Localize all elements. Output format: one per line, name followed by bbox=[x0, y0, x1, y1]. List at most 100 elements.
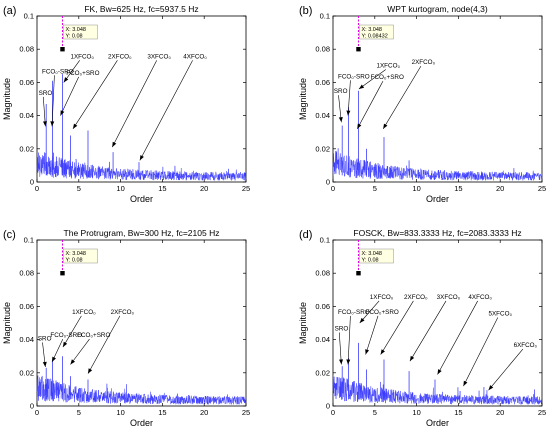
annotation-arrow-line bbox=[70, 338, 90, 365]
x-tick-label: 10 bbox=[116, 184, 124, 193]
x-tick-label: 0 bbox=[331, 184, 335, 193]
plot-frame bbox=[36, 239, 247, 407]
panel-title: The Protrugram, Bw=300 Hz, fc=2105 Hz bbox=[64, 228, 220, 238]
panel-label: (b) bbox=[299, 5, 312, 17]
annotation-label: FCO₀+SRO bbox=[66, 70, 99, 77]
x-tick-label: 0 bbox=[35, 408, 39, 417]
x-tick-label: 0 bbox=[35, 184, 39, 193]
annotation-arrowhead bbox=[72, 123, 78, 129]
x-tick-label: 20 bbox=[496, 408, 504, 417]
annotation-arrow-line bbox=[87, 315, 121, 374]
y-tick-label: 0.06 bbox=[315, 78, 330, 87]
data-tip-y: Y: 0.08 bbox=[361, 258, 378, 264]
annotation-label: FCO₀-SRO bbox=[42, 68, 74, 75]
x-tick-label: 0 bbox=[331, 408, 335, 417]
annotation-label: 1XFCO₀ bbox=[370, 294, 394, 301]
x-tick-label: 20 bbox=[200, 184, 208, 193]
y-axis-label: Magnitude bbox=[2, 302, 12, 344]
annotation-arrowhead bbox=[112, 141, 117, 148]
annotation-arrow-line bbox=[437, 300, 478, 375]
annotation-arrowhead bbox=[346, 110, 351, 116]
annotation-arrowhead bbox=[139, 155, 144, 161]
data-tip-y: Y: 0.08432 bbox=[361, 34, 387, 40]
annotation-arrowhead bbox=[437, 369, 442, 375]
x-tick-label: 20 bbox=[496, 184, 504, 193]
annotation-arrow-line bbox=[339, 332, 342, 365]
annotation-label: FCO₀+SRO bbox=[371, 74, 404, 81]
y-tick-label: 0.1 bbox=[24, 236, 34, 245]
y-tick-label: 0 bbox=[30, 178, 34, 187]
y-tick-label: 0.04 bbox=[19, 335, 34, 344]
annotation-arrowhead bbox=[346, 359, 351, 365]
annotation-arrow-line bbox=[463, 317, 499, 387]
y-tick-label: 0.04 bbox=[315, 111, 330, 120]
x-tick-label: 5 bbox=[373, 408, 377, 417]
x-axis-label: Order bbox=[426, 194, 449, 204]
annotation-arrow-line bbox=[488, 348, 524, 391]
panel-title: WPT kurtogram, node(4,3) bbox=[387, 4, 488, 14]
panel-label: (d) bbox=[299, 229, 312, 241]
annotation-label: 1XFCO₀ bbox=[72, 309, 96, 316]
y-tick-label: 0.02 bbox=[315, 368, 330, 377]
x-tick-label: 25 bbox=[538, 408, 546, 417]
annotation-arrowhead bbox=[339, 359, 344, 365]
annotation-arrowhead bbox=[60, 110, 65, 116]
data-cursor-marker bbox=[60, 271, 65, 276]
annotation-arrowhead bbox=[70, 359, 76, 365]
y-tick-label: 0.04 bbox=[19, 111, 34, 120]
annotation-label: 2XFCO₀ bbox=[412, 59, 436, 66]
annotation-arrowhead bbox=[380, 349, 385, 355]
y-tick-label: 0.02 bbox=[19, 144, 34, 153]
annotation-arrowhead bbox=[409, 355, 415, 362]
x-tick-label: 10 bbox=[412, 184, 420, 193]
annotation-arrowhead bbox=[359, 317, 365, 323]
x-axis-label: Order bbox=[130, 194, 153, 204]
annotation-label: SRO bbox=[38, 335, 52, 342]
x-tick-label: 25 bbox=[242, 184, 250, 193]
x-tick-label: 15 bbox=[454, 184, 462, 193]
x-tick-label: 25 bbox=[538, 184, 546, 193]
annotation-arrow-line bbox=[409, 300, 447, 362]
panel-label: (c) bbox=[3, 229, 16, 241]
panel-1: 0 5 10 15 20 25 0 0.02 0.04 0.06 0.08 0.1 X: 3.048Y:… bbox=[2, 4, 250, 204]
panel-4: 0 5 10 15 20 25 0 0.02 0.04 0.06 0.08 0.1 X: 3.048Y:… bbox=[298, 228, 546, 428]
panel-2: 0 5 10 15 20 25 0 0.02 0.04 0.06 0.08 0.1 X: 3.048Y:… bbox=[298, 4, 546, 204]
annotation-arrow-line bbox=[380, 300, 414, 355]
annotation-arrowhead bbox=[463, 380, 468, 387]
annotation-arrow-line bbox=[60, 76, 79, 116]
annotation-arrow-line bbox=[365, 315, 379, 355]
data-cursor-marker bbox=[356, 271, 361, 276]
y-tick-label: 0 bbox=[326, 178, 330, 187]
plot-frame bbox=[36, 15, 247, 183]
annotation-arrowhead bbox=[383, 123, 388, 129]
annotation-label: FCO₀+SRO bbox=[366, 309, 399, 316]
spectrum-line bbox=[36, 375, 247, 405]
y-tick-label: 0.1 bbox=[24, 12, 34, 21]
y-tick-label: 0 bbox=[30, 402, 34, 411]
data-tip-box bbox=[359, 248, 394, 264]
annotation-arrow-line bbox=[382, 65, 422, 130]
spectrum-line bbox=[36, 152, 247, 181]
x-tick-label: 5 bbox=[373, 184, 377, 193]
data-tip-box bbox=[63, 24, 98, 40]
data-tip-x: X: 3.048 bbox=[361, 27, 382, 33]
annotation-label: 3XFCO₀ bbox=[147, 53, 171, 60]
data-tip-x: X: 3.048 bbox=[65, 251, 86, 257]
x-tick-label: 10 bbox=[116, 408, 124, 417]
y-tick-label: 0.06 bbox=[315, 302, 330, 311]
annotation-label: 1XFCO₀ bbox=[70, 53, 94, 60]
annotation-arrow-line bbox=[347, 80, 351, 116]
annotation-arrowhead bbox=[357, 123, 362, 129]
x-tick-label: 5 bbox=[77, 408, 81, 417]
annotation-arrowhead bbox=[63, 77, 69, 83]
annotation-label: 4XFCO₀ bbox=[468, 294, 492, 301]
annotation-label: 5XFCO₀ bbox=[488, 311, 512, 318]
annotation-label: 2XFCO₀ bbox=[108, 53, 132, 60]
x-tick-label: 25 bbox=[242, 408, 250, 417]
y-tick-label: 0.02 bbox=[315, 144, 330, 153]
annotation-arrowhead bbox=[365, 349, 370, 355]
y-tick-label: 0.08 bbox=[315, 45, 330, 54]
y-tick-label: 0.08 bbox=[19, 45, 34, 54]
data-tip-x: X: 3.048 bbox=[65, 27, 86, 33]
y-tick-label: 0.02 bbox=[19, 368, 34, 377]
